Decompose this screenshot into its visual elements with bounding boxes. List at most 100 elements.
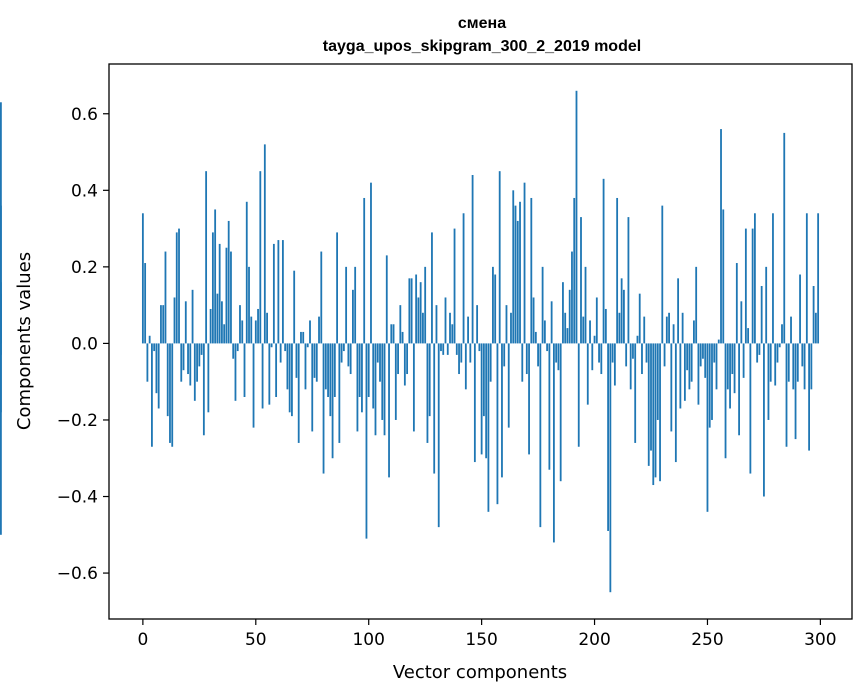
bar-198 — [589, 320, 591, 344]
bar-20 — [187, 343, 189, 375]
bar-229 — [659, 343, 661, 482]
bar-280 — [774, 343, 777, 386]
bar-112 — [394, 343, 397, 420]
bar-128 — [431, 232, 433, 344]
bar-130 — [435, 305, 438, 344]
bar-246 — [697, 343, 700, 405]
bar-125 — [424, 266, 427, 344]
bar-180 — [548, 343, 551, 470]
bar-101 — [370, 182, 372, 344]
bar-55 — [266, 312, 268, 344]
bar-84 — [331, 343, 334, 459]
bar-59 — [275, 343, 278, 397]
bar-271 — [753, 213, 756, 344]
bar-222 — [643, 316, 646, 344]
chart-subtitle: tayga_upos_skipgram_300_2_2019 model — [323, 38, 641, 55]
bar-85 — [333, 343, 336, 397]
bar-16 — [178, 228, 180, 344]
bar-35 — [221, 301, 223, 344]
bar-69 — [297, 343, 300, 443]
bar-29 — [207, 343, 210, 413]
bar-184 — [557, 343, 560, 371]
bar-158 — [498, 171, 501, 344]
y-tick-label: 0.0 — [71, 334, 98, 354]
bar-23 — [193, 343, 196, 401]
bar-143 — [464, 343, 467, 390]
bar-undefined — [0, 102, 2, 344]
bar-238 — [679, 343, 682, 409]
bar-191 — [573, 197, 576, 344]
bar-49 — [252, 343, 255, 428]
bar-73 — [306, 343, 309, 348]
bar-186 — [562, 282, 564, 344]
bar-82 — [327, 343, 329, 397]
bar-214 — [625, 343, 628, 367]
bar-54 — [263, 144, 266, 344]
bar-256 — [720, 129, 722, 344]
bar-206 — [607, 343, 609, 531]
bar-12 — [169, 343, 171, 443]
bar-45 — [243, 343, 246, 397]
bar-151 — [482, 343, 485, 417]
bar-56 — [268, 343, 271, 405]
bar-38 — [227, 220, 230, 344]
bar-159 — [501, 343, 503, 478]
bar-81 — [324, 343, 327, 390]
bar-289 — [794, 343, 797, 440]
bar-189 — [568, 289, 571, 344]
bar-190 — [571, 251, 573, 344]
bar-107 — [383, 343, 386, 436]
bar-114 — [399, 305, 402, 344]
bar-47 — [248, 266, 250, 344]
bar-46 — [245, 201, 248, 344]
bar-87 — [338, 343, 341, 443]
bar-278 — [769, 343, 772, 382]
bar-13 — [171, 343, 174, 447]
bar-65 — [288, 343, 291, 413]
bar-71 — [302, 331, 305, 344]
bar-216 — [629, 343, 632, 390]
bar-173 — [532, 297, 535, 344]
bar-262 — [733, 343, 736, 394]
bar-272 — [756, 343, 759, 363]
bar-227 — [654, 343, 657, 478]
bar-264 — [738, 343, 740, 436]
bar-203 — [600, 343, 603, 375]
bar-120 — [412, 343, 415, 432]
bar-217 — [632, 343, 634, 359]
bar-298 — [814, 312, 817, 344]
bar-26 — [200, 343, 203, 355]
bar-195 — [582, 316, 585, 344]
bar-193 — [577, 343, 580, 447]
y-tick-label: −0.4 — [57, 488, 98, 508]
bar-1 — [144, 263, 147, 344]
bar-290 — [796, 343, 799, 382]
bar-270 — [751, 228, 754, 344]
bar-200 — [593, 335, 596, 344]
bar-6 — [155, 343, 158, 394]
bar-74 — [309, 320, 311, 344]
bar-294 — [805, 213, 808, 344]
bar-137 — [451, 324, 454, 344]
bar-10 — [164, 251, 167, 344]
bar-295 — [808, 343, 810, 451]
bar-275 — [763, 343, 765, 497]
bar-274 — [760, 286, 763, 344]
bar-211 — [618, 312, 621, 344]
bar-103 — [374, 343, 377, 436]
bar-24 — [196, 343, 198, 382]
bar-117 — [406, 343, 409, 375]
bar-60 — [277, 240, 280, 344]
bar-241 — [686, 343, 689, 371]
bar-135 — [446, 343, 449, 355]
bar-236 — [674, 343, 677, 463]
bar-156 — [494, 274, 497, 344]
bar-64 — [286, 343, 289, 390]
bar-48 — [250, 316, 253, 344]
bar-231 — [663, 343, 666, 367]
bar-77 — [315, 343, 318, 382]
bar-14 — [173, 297, 176, 344]
bar-187 — [564, 312, 567, 344]
bar-148 — [476, 305, 479, 344]
bar-70 — [300, 331, 302, 344]
